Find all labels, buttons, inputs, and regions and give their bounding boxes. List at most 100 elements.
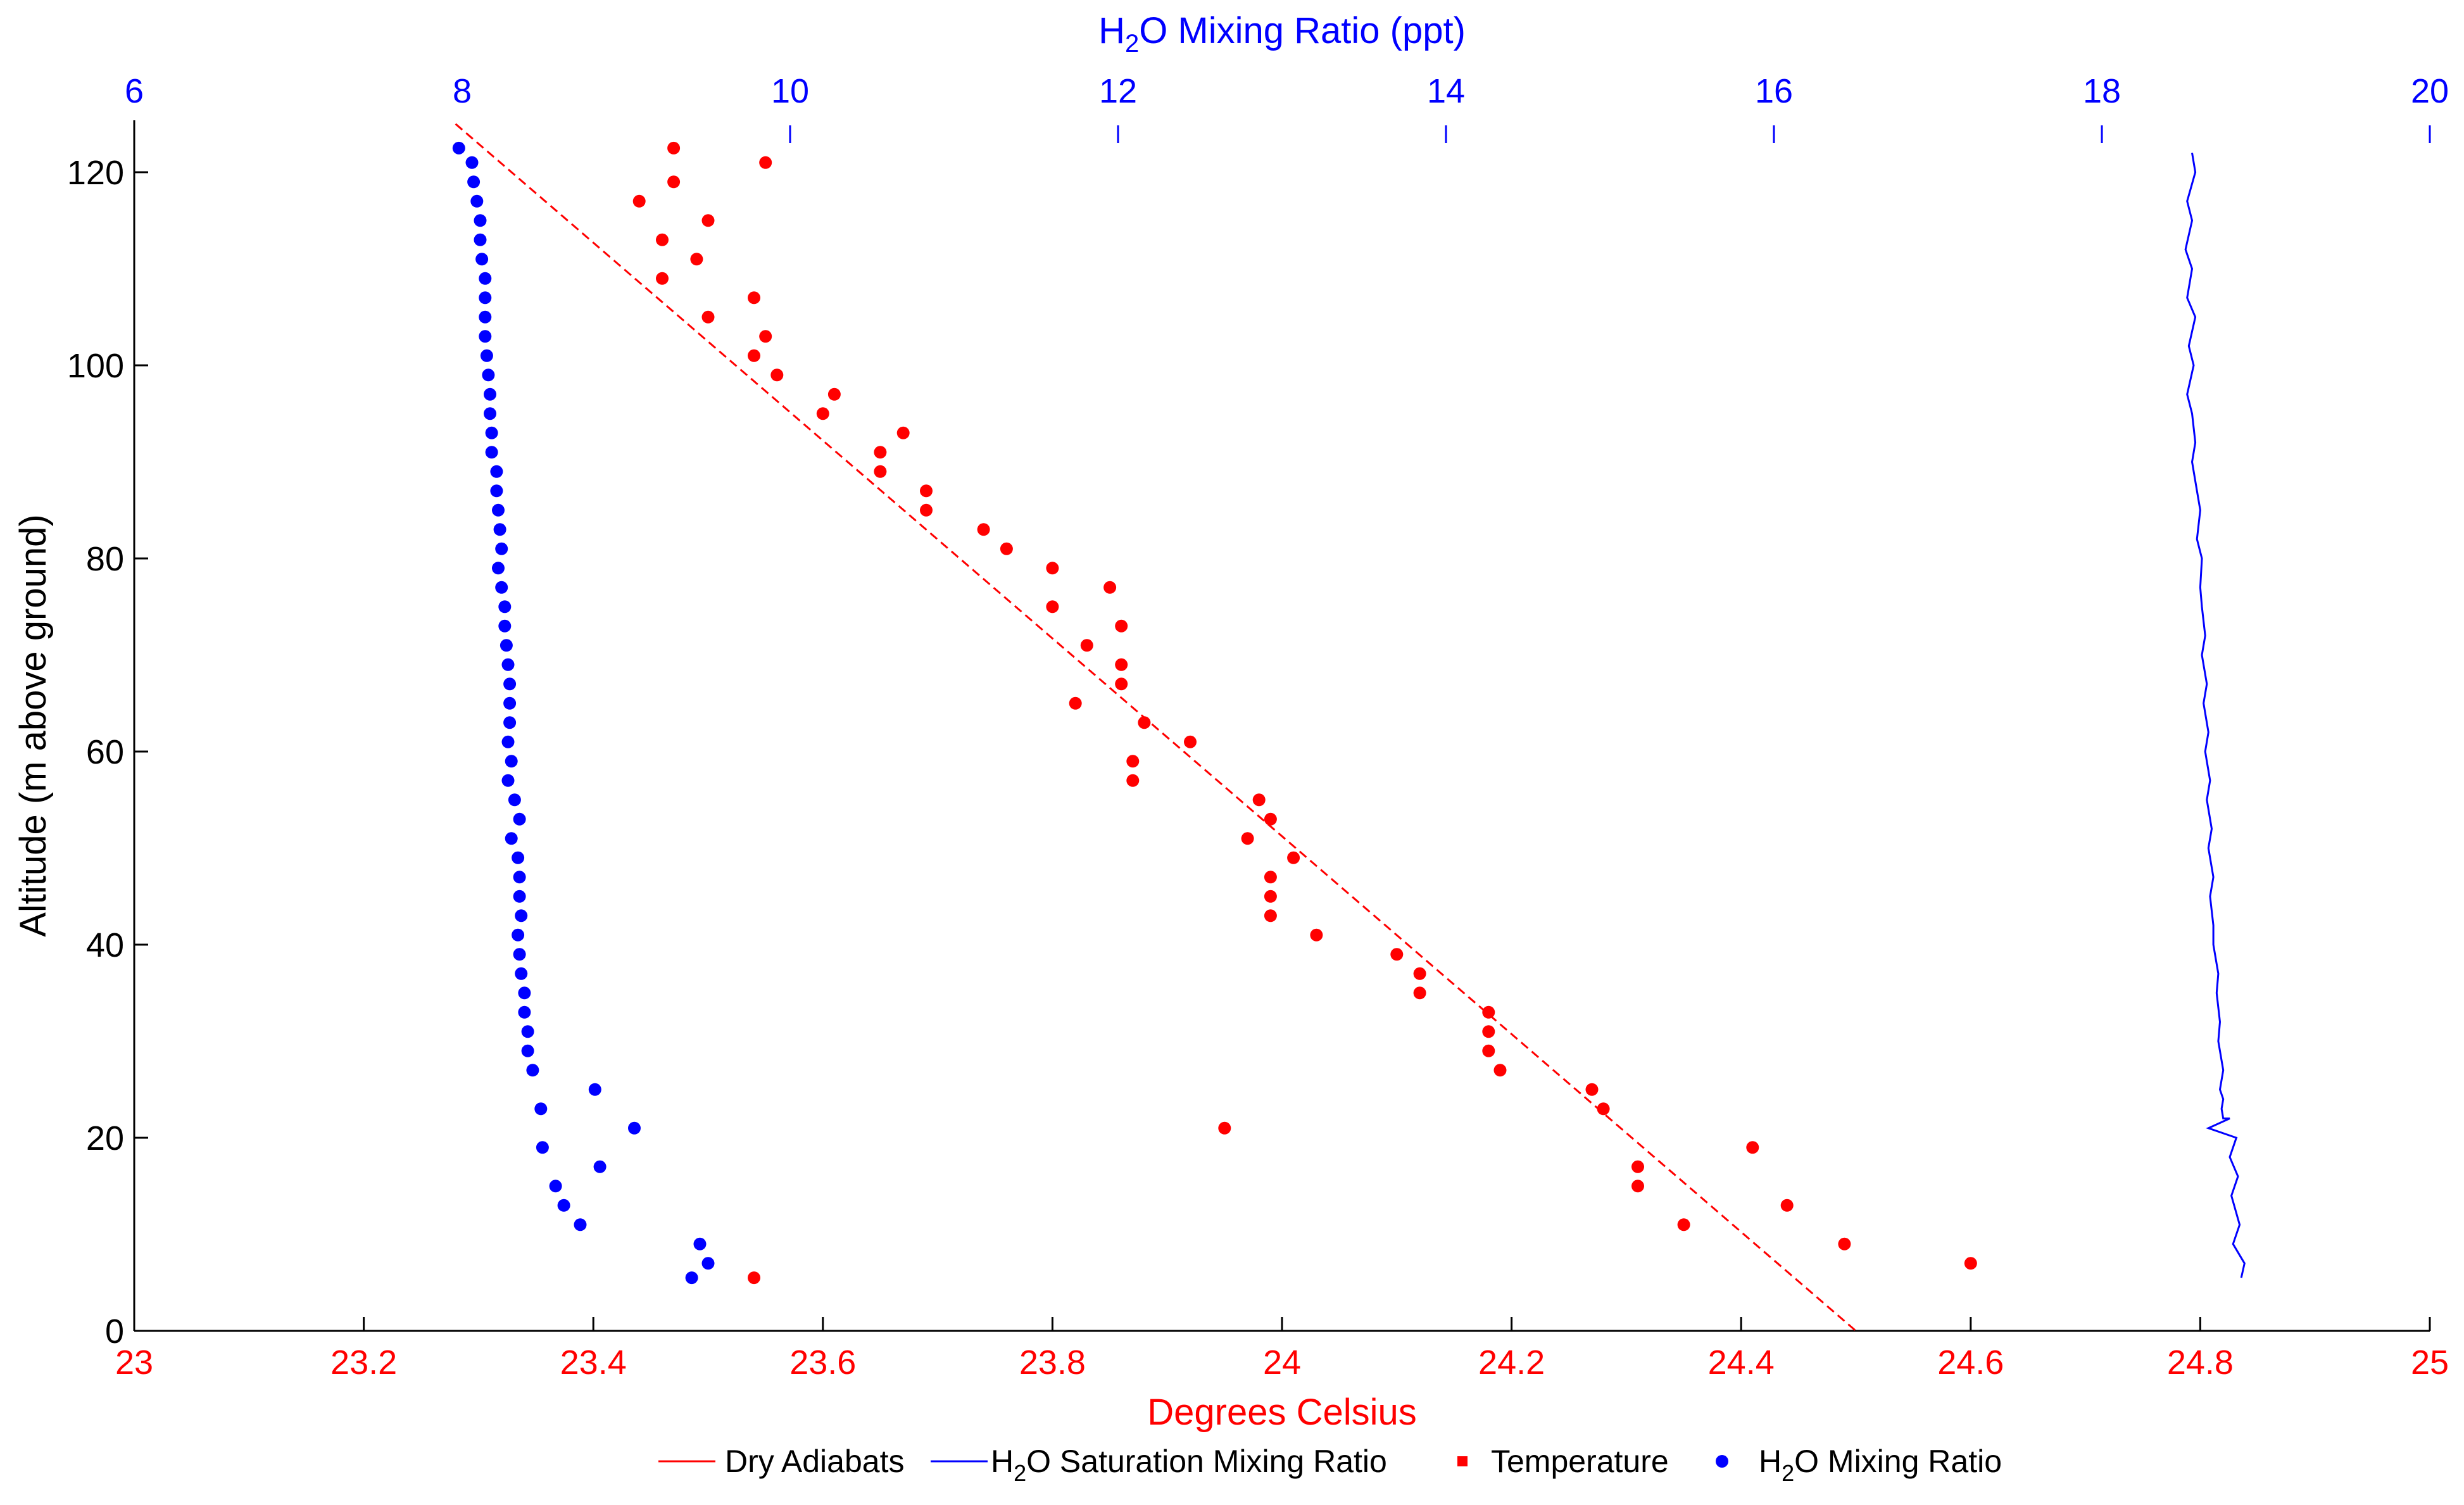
temperature-point (1746, 1141, 1759, 1154)
temperature-point (656, 272, 669, 285)
temperature-point (1069, 696, 1082, 710)
temperature-point (1964, 1257, 1977, 1270)
temperature-point (1046, 562, 1059, 575)
temperature-point (896, 426, 910, 439)
bottom-axis-title: Degrees Celsius (1147, 1392, 1417, 1433)
mixing-ratio-point (482, 368, 495, 382)
legend-label: Dry Adiabats (725, 1444, 904, 1479)
top-tick-label: 8 (453, 72, 472, 110)
mixing-ratio-point (505, 832, 518, 845)
mixing-ratio-point (588, 1083, 601, 1096)
mixing-ratio-point (513, 812, 526, 826)
bottom-tick-label: 23 (115, 1344, 153, 1382)
top-tick-label: 18 (2083, 72, 2121, 110)
series-temperature (632, 141, 1977, 1285)
mixing-ratio-point (513, 890, 526, 903)
temperature-point (632, 194, 646, 208)
temperature-point (816, 407, 829, 420)
mixing-ratio-point (501, 658, 515, 671)
temperature-point (1287, 851, 1300, 864)
mixing-ratio-point (452, 141, 465, 154)
top-tick-label: 6 (125, 72, 144, 110)
mixing-ratio-point (593, 1160, 607, 1173)
temperature-point (1138, 716, 1151, 729)
temperature-point (1482, 1005, 1495, 1019)
temperature-point (874, 465, 887, 478)
mixing-ratio-point (501, 774, 515, 787)
temperature-point (1115, 658, 1128, 671)
mixing-ratio-point (480, 349, 493, 362)
legend: Dry Adiabats H2O Saturation Mixing Ratio T… (658, 1444, 2002, 1486)
temperature-point (1838, 1237, 1851, 1250)
temperature-point (1080, 639, 1093, 652)
mixing-ratio-point (505, 755, 518, 768)
legend-label: Temperature (1491, 1444, 1669, 1479)
top-tick-label: 10 (771, 72, 809, 110)
temperature-point (667, 175, 681, 189)
temperature-point (874, 446, 887, 459)
top-axis-title-sub: 2 (1125, 30, 1139, 58)
legend-label: H2O Saturation Mixing Ratio (991, 1444, 1387, 1486)
temperature-point (1126, 774, 1140, 787)
mixing-ratio-point (518, 1005, 531, 1019)
left-tick-label: 20 (86, 1119, 124, 1157)
legend-label-sub: 2 (1782, 1460, 1794, 1486)
plot-area (452, 123, 2246, 1332)
mixing-ratio-point (557, 1199, 570, 1212)
mixing-ratio-point (513, 948, 526, 961)
temperature-point (759, 156, 772, 169)
temperature-point (1184, 735, 1197, 748)
temperature-point (656, 233, 669, 246)
top-tick-label: 12 (1099, 72, 1137, 110)
mixing-ratio-point (534, 1102, 548, 1116)
mixing-ratio-point (492, 503, 505, 517)
mixing-ratio-point (465, 156, 479, 169)
legend-marker (1457, 1456, 1468, 1466)
temperature-point (1482, 1025, 1495, 1038)
mixing-ratio-point (503, 696, 517, 710)
mixing-ratio-point (485, 426, 498, 439)
mixing-ratio-point (513, 871, 526, 884)
temperature-point (1310, 928, 1323, 941)
mixing-ratio-point (490, 465, 503, 478)
temperature-point (1264, 909, 1277, 923)
temperature-point (1677, 1218, 1690, 1231)
temperature-point (690, 253, 703, 266)
temperature-point (1126, 755, 1140, 768)
mixing-ratio-point (503, 716, 517, 729)
legend-label-prefix: Temperature (1491, 1444, 1669, 1479)
bottom-tick-label: 24.2 (1478, 1344, 1545, 1382)
temperature-point (748, 349, 760, 362)
temperature-point (667, 141, 681, 154)
mixing-ratio-point (685, 1271, 698, 1285)
temperature-point (1390, 948, 1404, 961)
legend-label-sub: 2 (1014, 1460, 1026, 1486)
series-dry-adiabats (455, 123, 1857, 1332)
mixing-ratio-point (475, 253, 489, 266)
bottom-axis-ticks: 23 23.2 23.4 23.6 23.8 24 24.2 24.4 24.6 24.8 25 (115, 1317, 2449, 1382)
bottom-tick-label: 24 (1263, 1344, 1301, 1382)
temperature-point (1585, 1083, 1599, 1096)
mixing-ratio-point (512, 928, 525, 941)
temperature-point (1252, 793, 1266, 807)
temperature-point (1631, 1180, 1644, 1193)
mixing-ratio-point (485, 446, 498, 459)
mixing-ratio-point (495, 542, 508, 555)
mixing-ratio-point (470, 194, 484, 208)
bottom-tick-label: 24.4 (1708, 1344, 1775, 1382)
temperature-point (1000, 542, 1013, 555)
series-h2o-saturation-mixing-ratio (2184, 153, 2246, 1278)
legend-label: H2O Mixing Ratio (1759, 1444, 2002, 1486)
temperature-point (1264, 890, 1277, 903)
mixing-ratio-point (508, 793, 521, 807)
mixing-ratio-point (515, 909, 528, 923)
mixing-ratio-point (498, 619, 512, 633)
top-tick-label: 14 (1427, 72, 1465, 110)
mixing-ratio-point (503, 677, 517, 691)
legend-item-saturation: H2O Saturation Mixing Ratio (931, 1444, 1387, 1486)
temperature-point (1413, 967, 1426, 980)
temperature-point (1218, 1121, 1231, 1135)
top-axis-title-prefix: H (1098, 10, 1125, 51)
bottom-tick-label: 23.6 (789, 1344, 856, 1382)
